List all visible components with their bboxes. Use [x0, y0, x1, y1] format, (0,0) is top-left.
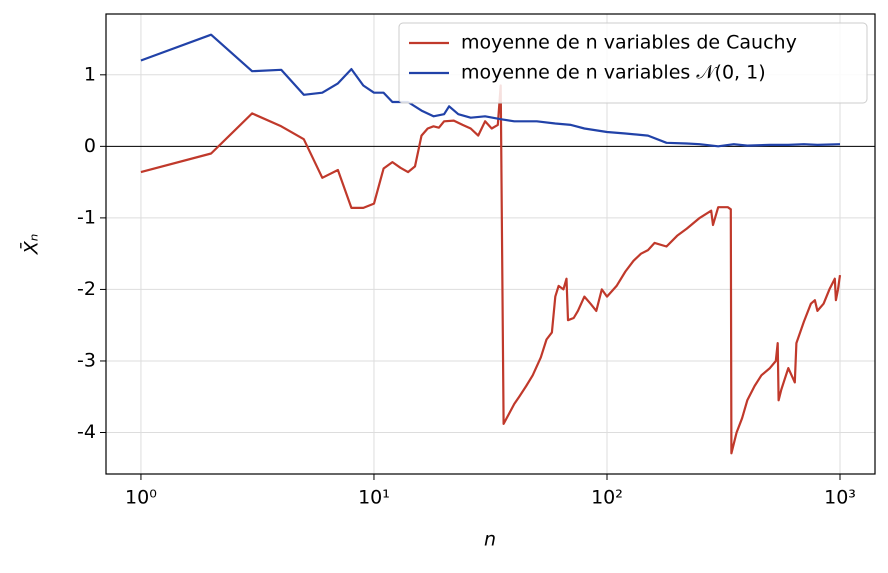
series-line	[140, 33, 841, 148]
x-axis-label: n	[484, 529, 496, 551]
y-tick-label: -4	[77, 421, 96, 443]
y-tick-label: -3	[77, 349, 96, 371]
y-tick-label: -1	[77, 206, 96, 228]
legend-label: moyenne de n variables 𝒩(0, 1)	[461, 62, 766, 84]
x-tick-label: 10¹	[358, 487, 390, 509]
x-tick-label: 10⁰	[125, 487, 157, 509]
legend-label: moyenne de n variables de Cauchy	[461, 32, 797, 54]
y-axis-label: X̄ₙ	[18, 234, 42, 256]
y-tick-label: 0	[84, 135, 96, 157]
y-tick-label: -2	[77, 278, 96, 300]
plot-frame	[105, 13, 876, 475]
legend-box	[398, 22, 868, 104]
series-line	[140, 84, 842, 455]
x-tick-label: 10³	[824, 487, 856, 509]
y-tick-label: 1	[84, 63, 96, 85]
x-tick-label: 10²	[591, 487, 623, 509]
